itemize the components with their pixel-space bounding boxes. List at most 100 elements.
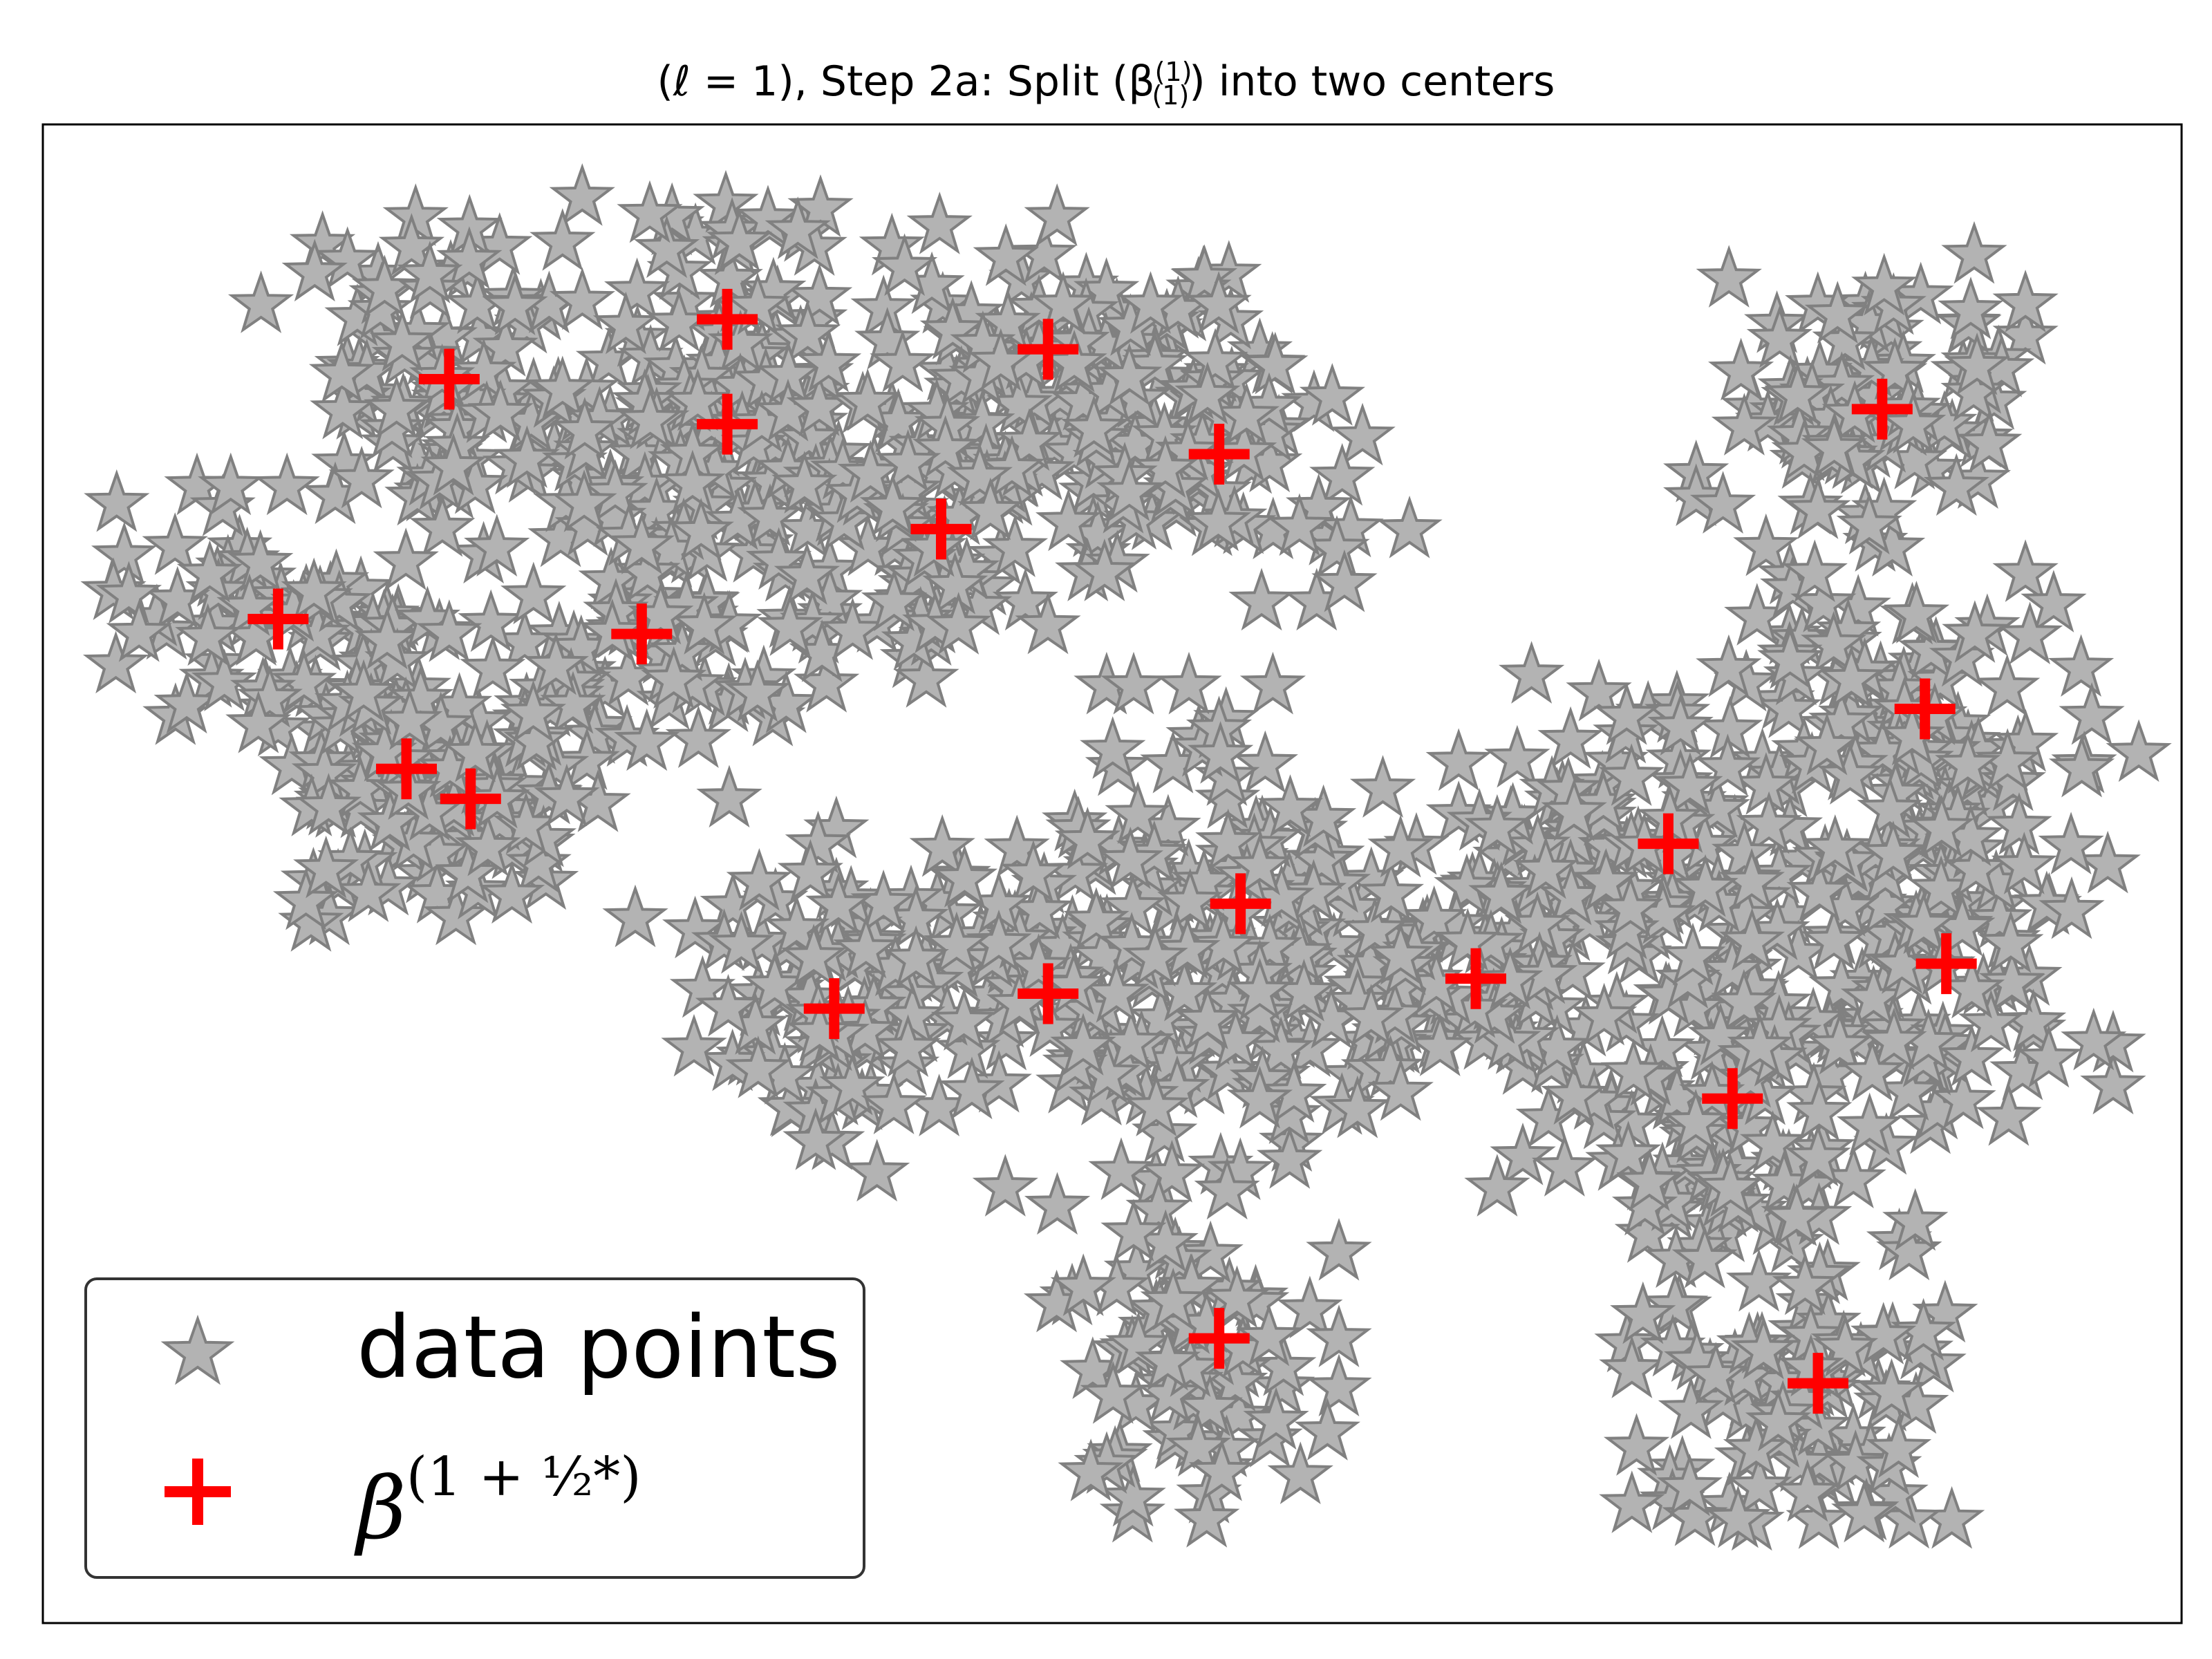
data-point: [478, 861, 545, 924]
data-point: [1767, 1429, 1834, 1492]
data-point: [1190, 912, 1257, 975]
data-point: [819, 597, 886, 660]
data-point: [1944, 332, 2010, 395]
data-point: [1011, 221, 1078, 284]
data-point: [861, 568, 928, 632]
data-point: [451, 338, 517, 401]
data-point: [695, 974, 762, 1037]
data-point: [1836, 491, 1902, 555]
data-point: [850, 869, 917, 932]
data-point: [1537, 706, 1604, 769]
chart-title: (ℓ = 1), Step 2a: Split (β(1)(1)) into t…: [0, 57, 2212, 111]
data-point: [1177, 1220, 1244, 1284]
data-point: [1611, 1172, 1678, 1236]
data-point: [708, 911, 775, 974]
center-marker: [440, 768, 501, 830]
center-marker: [910, 498, 972, 560]
data-point: [1763, 1183, 1830, 1246]
data-point: [373, 527, 439, 590]
data-point: [649, 618, 715, 682]
data-point: [617, 180, 683, 243]
data-point: [777, 838, 843, 902]
data-point: [1909, 794, 1975, 857]
data-point: [1992, 270, 2059, 332]
data-point: [665, 705, 732, 769]
data-point: [1595, 1121, 1662, 1183]
data-point: [1851, 252, 1918, 316]
data-point: [1801, 610, 1867, 674]
data-point: [1136, 1360, 1203, 1424]
chart-title-tail: ) into two centers: [1189, 57, 1555, 106]
data-point: [906, 191, 973, 254]
data-point: [1850, 1302, 1917, 1365]
data-point: [1024, 1172, 1091, 1235]
data-point: [364, 375, 430, 438]
data-point: [1958, 989, 2024, 1053]
data-point: [1261, 1060, 1327, 1123]
data-point: [1248, 1016, 1314, 1080]
data-point: [861, 1071, 927, 1134]
data-point: [1996, 601, 2063, 665]
data-point: [1226, 1065, 1293, 1129]
data-point: [662, 895, 729, 959]
data-point: [423, 882, 489, 946]
data-point: [1280, 859, 1347, 922]
data-point: [359, 395, 425, 458]
data-point: [1757, 626, 1824, 689]
data-point: [1127, 984, 1194, 1048]
data-point: [1662, 1089, 1729, 1152]
center-marker: [1788, 1353, 1849, 1414]
data-point: [819, 1052, 885, 1116]
data-point: [435, 840, 501, 903]
data-point: [500, 679, 567, 743]
data-point: [771, 451, 838, 514]
data-point: [979, 435, 1045, 498]
data-point: [2074, 830, 2141, 894]
data-point: [1573, 847, 1640, 911]
center-marker: [247, 588, 309, 650]
data-point: [893, 645, 959, 708]
data-point: [554, 727, 620, 790]
data-point: [335, 859, 402, 922]
data-point: [1407, 1013, 1473, 1076]
data-point: [1299, 363, 1365, 426]
data-point: [787, 998, 853, 1062]
center-marker: [1915, 933, 1977, 995]
data-point: [785, 810, 852, 874]
data-point: [1858, 1358, 1925, 1421]
data-point: [1122, 924, 1188, 987]
data-point: [1134, 1328, 1201, 1391]
data-point: [142, 512, 208, 575]
data-point: [737, 483, 803, 546]
data-point: [1801, 907, 1867, 971]
data-point: [1891, 891, 1957, 955]
data-point: [1213, 382, 1280, 445]
data-point: [696, 765, 762, 828]
center-marker: [1702, 1068, 1763, 1130]
data-point: [1123, 1074, 1190, 1136]
data-point: [409, 494, 476, 557]
data-point: [935, 1016, 1001, 1079]
data-point: [1860, 821, 1927, 883]
data-point: [774, 542, 841, 605]
data-point: [1726, 1452, 1792, 1516]
data-point: [1157, 868, 1224, 931]
centers-layer: [247, 288, 1977, 1414]
data-point: [1425, 728, 1492, 791]
data-point: [874, 1014, 941, 1078]
data-point: [494, 425, 560, 488]
data-point: [1654, 946, 1721, 1009]
center-marker: [1018, 963, 1079, 1024]
data-point: [523, 632, 590, 695]
data-point: [1171, 244, 1238, 308]
data-point: [834, 368, 901, 431]
data-point: [1979, 949, 2045, 1012]
data-point: [1174, 362, 1241, 424]
data-point: [1600, 1038, 1667, 1101]
data-point: [1177, 1374, 1243, 1436]
data-point: [176, 540, 243, 603]
data-point: [1694, 733, 1761, 796]
data-point: [1000, 840, 1067, 903]
data-point: [1499, 641, 1565, 704]
data-point: [254, 452, 320, 516]
